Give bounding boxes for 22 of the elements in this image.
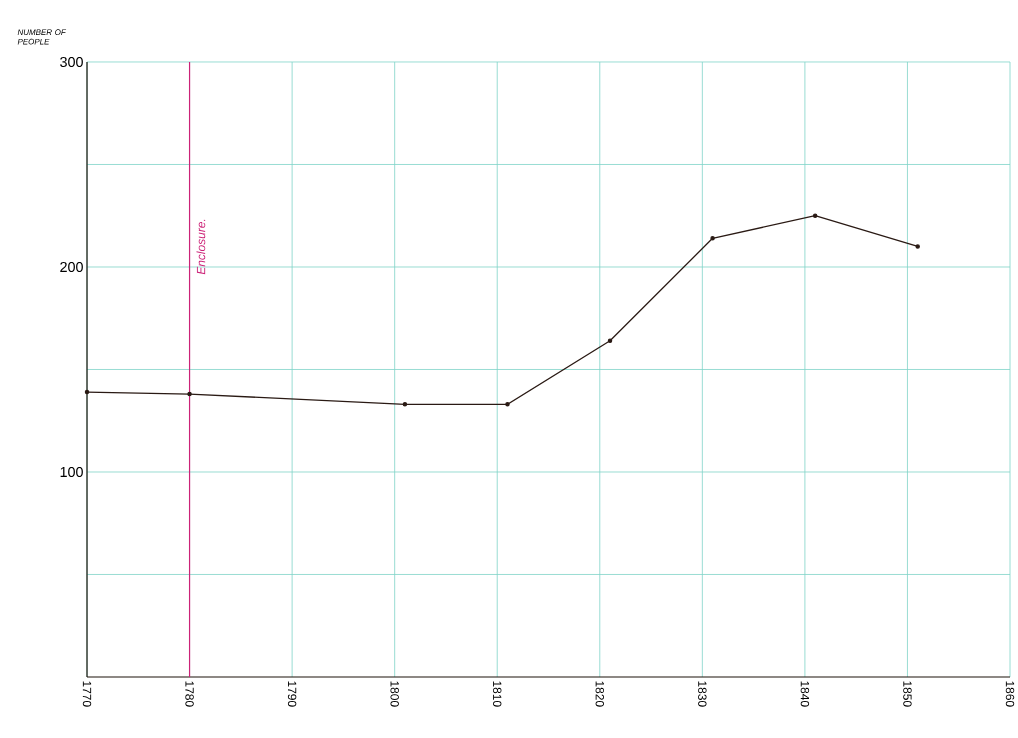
x-tick-label: 1810: [493, 681, 502, 707]
point: [505, 402, 510, 407]
x-tick-label: 1850: [903, 681, 912, 707]
y-tick-label: 200: [60, 261, 83, 273]
point: [915, 244, 920, 249]
x-tick-label: 1800: [390, 681, 399, 707]
x-tick-label: 1860: [1005, 681, 1015, 707]
x-tick-label: 1780: [185, 681, 194, 707]
y-tick-label: 300: [60, 56, 83, 68]
point: [402, 402, 408, 407]
y-tick-label: 100: [60, 466, 83, 478]
point: [607, 338, 613, 344]
point: [710, 236, 715, 241]
x-tick-label: 1790: [287, 681, 297, 707]
x-tick-label: 1820: [595, 681, 605, 707]
point: [187, 391, 192, 397]
x-tick-label: 1830: [698, 681, 707, 707]
point: [812, 213, 818, 218]
x-tick-label: 1770: [82, 681, 92, 707]
x-tick-label: 1840: [800, 681, 810, 707]
ref-line-label: Enclosure.: [196, 219, 206, 275]
point: [84, 389, 90, 395]
